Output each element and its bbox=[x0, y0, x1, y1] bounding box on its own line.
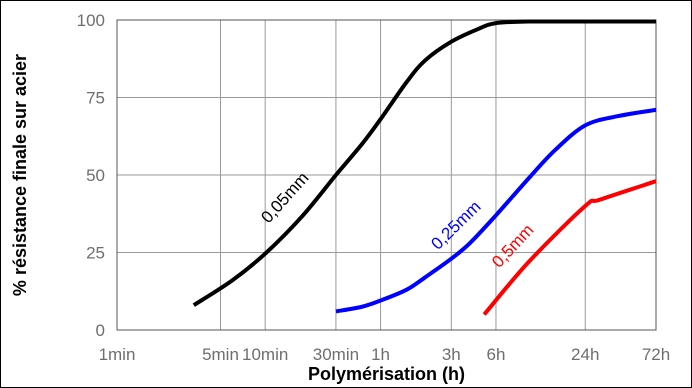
y-tick-label: 100 bbox=[77, 11, 105, 30]
x-tick-label: 3h bbox=[442, 345, 461, 364]
y-tick-label: 50 bbox=[86, 166, 105, 185]
series-line-1 bbox=[192, 19, 656, 307]
series-line-3 bbox=[482, 179, 657, 316]
y-axis-title: % résistance finale sur acier bbox=[10, 54, 30, 296]
x-tick-label: 6h bbox=[487, 345, 506, 364]
series-line-2 bbox=[335, 107, 657, 314]
tick-labels: 1min 5min 10min 30min 1h 3h 6h 24h 72h 0 25 50 75 100 bbox=[77, 11, 671, 364]
series-label-2: 0,25mm bbox=[427, 197, 484, 253]
x-tick-label: 24h bbox=[571, 345, 599, 364]
grid bbox=[116, 19, 657, 331]
y-tick-label: 0 bbox=[96, 321, 105, 340]
y-tick-label: 75 bbox=[86, 89, 105, 108]
x-tick-label: 5min bbox=[202, 345, 239, 364]
x-tick-label: 30min bbox=[313, 345, 359, 364]
x-tick-label: 1h bbox=[371, 345, 390, 364]
y-tick-label: 25 bbox=[86, 244, 105, 263]
x-axis-title: Polymérisation (h) bbox=[308, 364, 465, 384]
x-tick-label: 72h bbox=[642, 345, 670, 364]
x-tick-label: 10min bbox=[242, 345, 288, 364]
x-tick-label: 1min bbox=[99, 345, 136, 364]
plot-area bbox=[116, 19, 657, 331]
series-layer: 0,05mm 0,25mm 0,5mm bbox=[192, 19, 657, 316]
